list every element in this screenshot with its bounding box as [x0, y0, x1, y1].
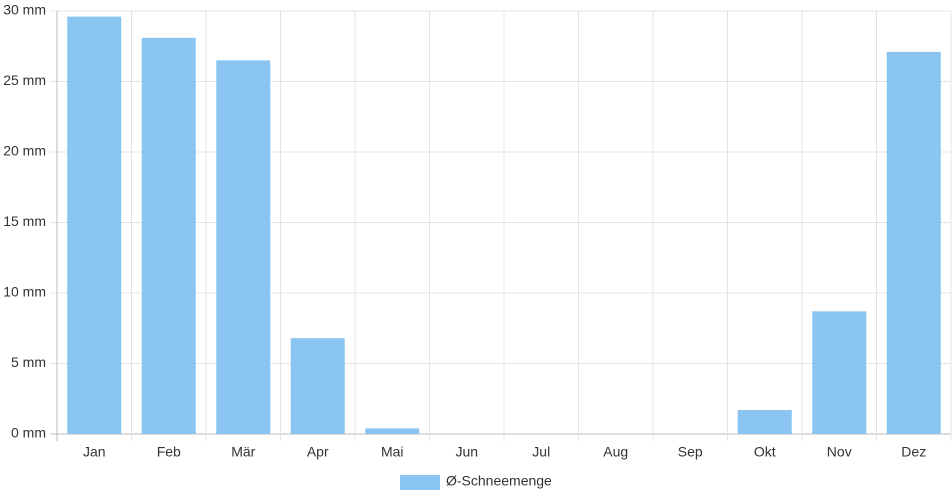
y-tick-label: 15 mm	[3, 213, 46, 229]
y-tick-label: 25 mm	[3, 72, 46, 88]
x-tick-label: Okt	[754, 444, 776, 460]
x-tick-label: Aug	[603, 444, 628, 460]
bar	[737, 410, 792, 434]
x-tick-label: Mär	[231, 444, 255, 460]
x-tick-label: Dez	[901, 444, 926, 460]
y-tick-label: 30 mm	[3, 2, 46, 18]
x-tick-label: Mai	[381, 444, 404, 460]
x-tick-label: Jun	[455, 444, 478, 460]
y-tick-label: 5 mm	[11, 354, 46, 370]
legend-swatch	[400, 475, 440, 490]
legend-label: Ø-Schneemenge	[446, 473, 552, 489]
bar	[812, 311, 867, 434]
x-tick-label: Sep	[678, 444, 703, 460]
x-tick-label: Nov	[827, 444, 852, 460]
y-tick-label: 10 mm	[3, 284, 46, 300]
x-tick-label: Feb	[157, 444, 181, 460]
y-tick-label: 0 mm	[11, 425, 46, 441]
bar	[67, 16, 122, 434]
x-tick-label: Apr	[307, 444, 329, 460]
y-tick-label: 20 mm	[3, 143, 46, 159]
bar	[365, 428, 420, 434]
bar	[216, 60, 271, 434]
x-tick-label: Jul	[532, 444, 550, 460]
bar	[886, 51, 941, 434]
x-tick-label: Jan	[83, 444, 106, 460]
bar	[290, 338, 345, 434]
bar	[141, 37, 196, 434]
